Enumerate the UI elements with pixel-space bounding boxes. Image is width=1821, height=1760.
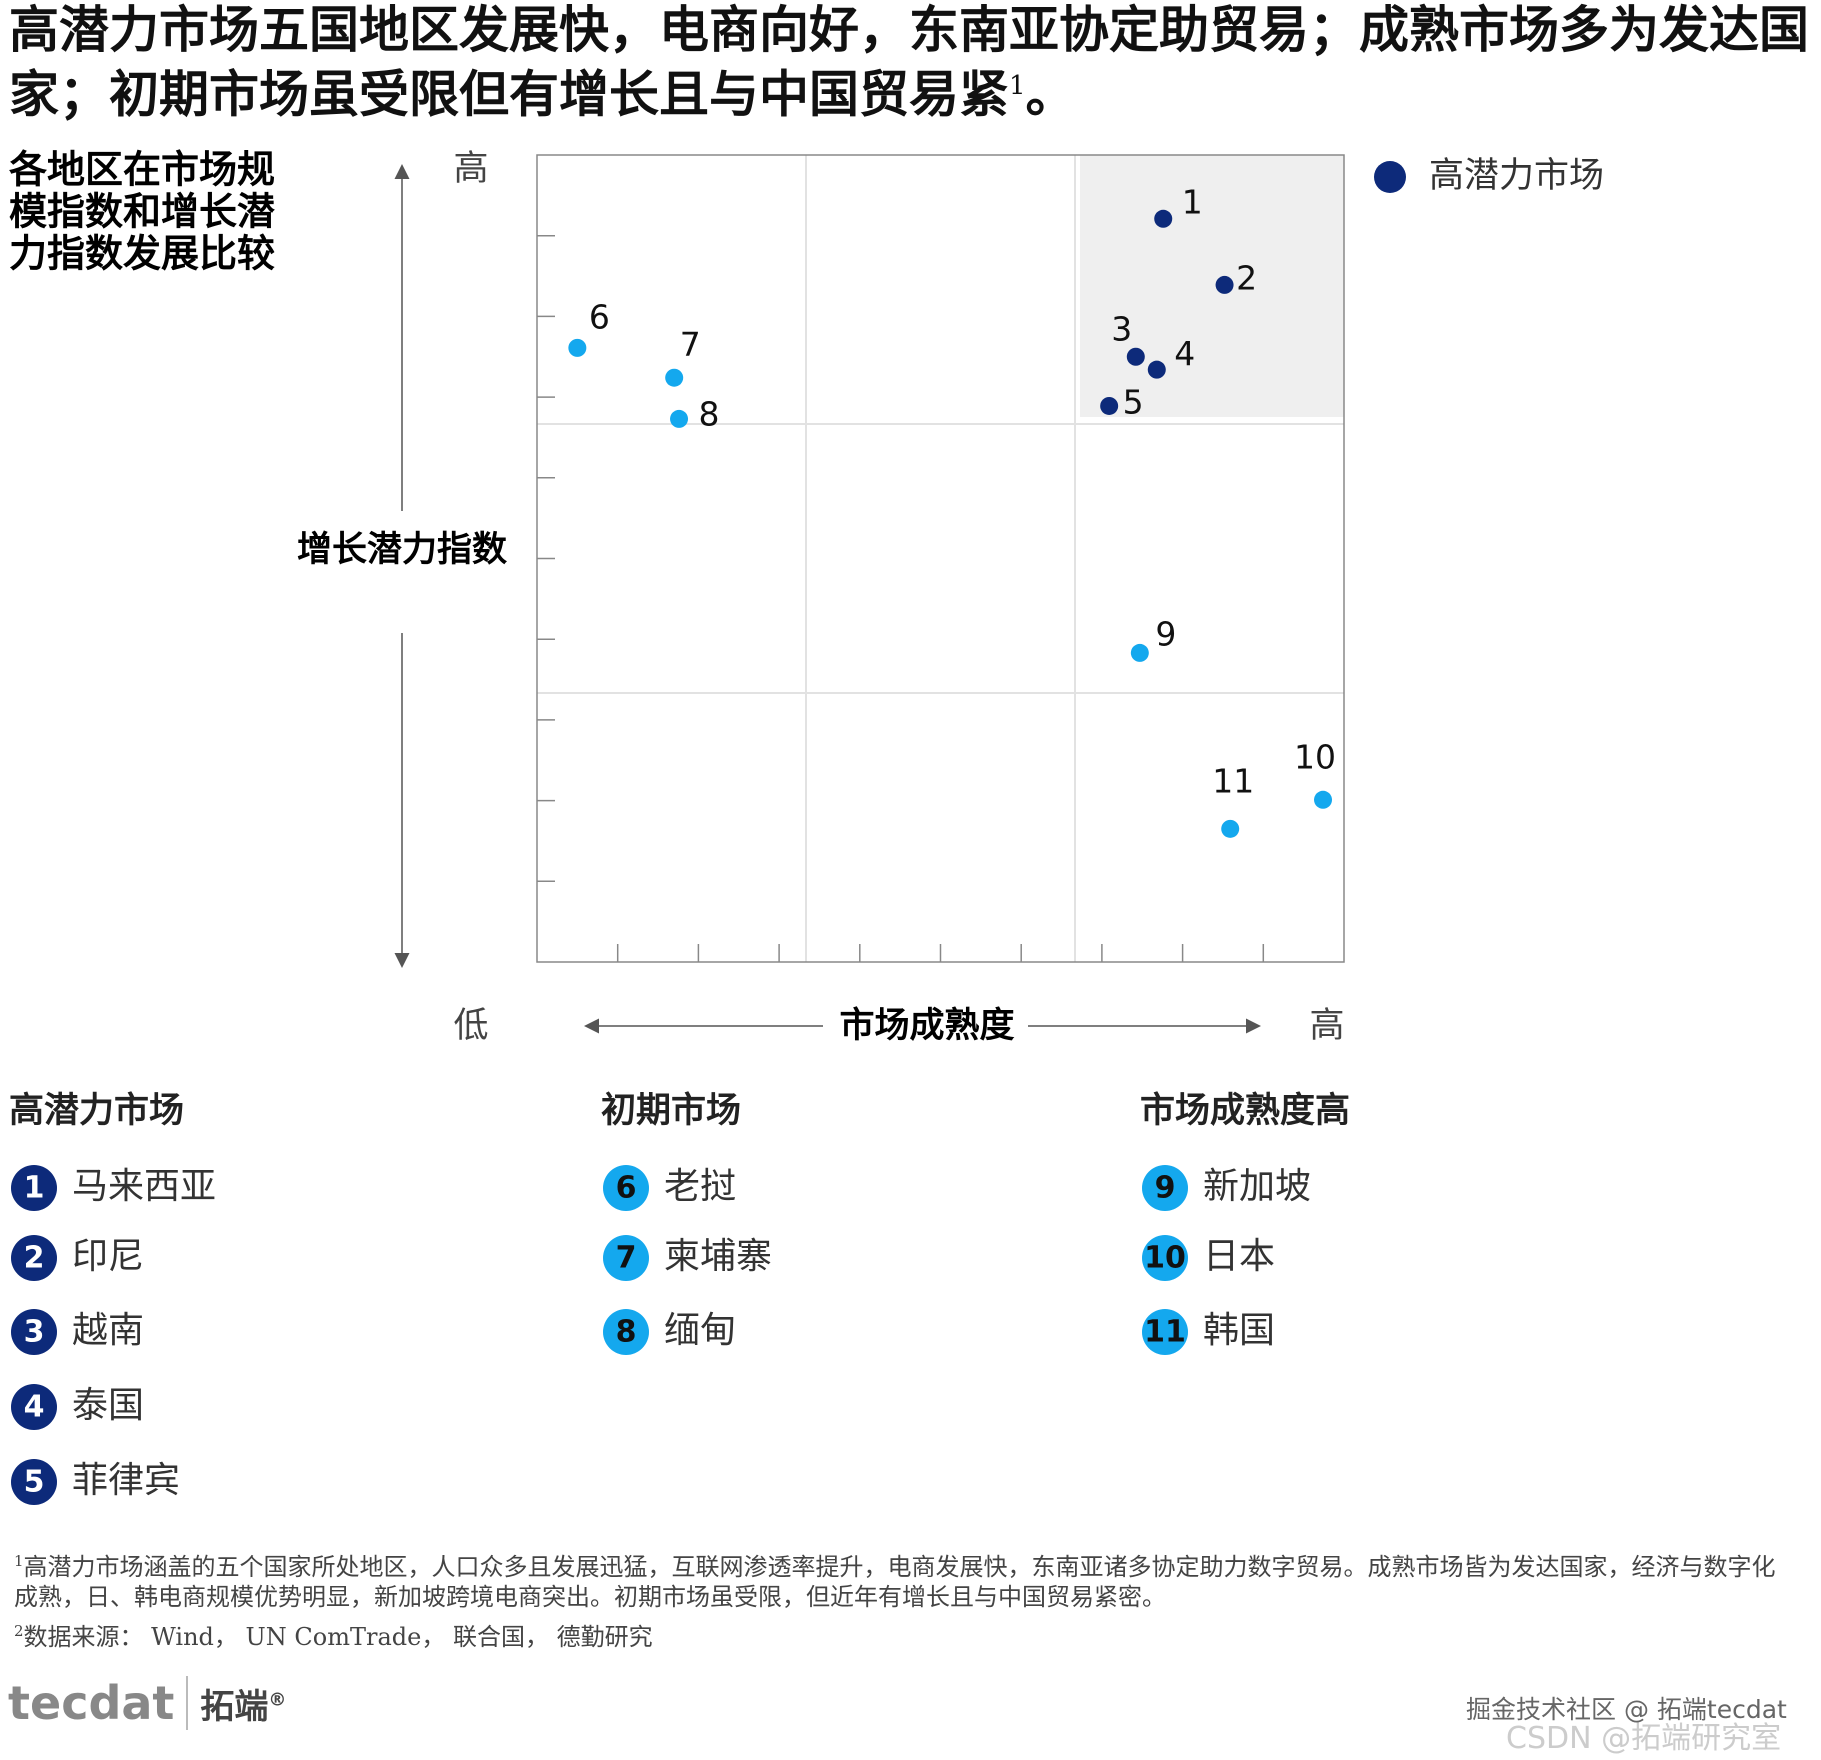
group-badge (603, 1235, 649, 1281)
point-label: 1 (1182, 182, 1203, 221)
group-item: 菲律宾 (72, 1460, 180, 1501)
point (568, 338, 587, 357)
logo-reg: ® (268, 1689, 287, 1711)
headline-end: 。 (1025, 64, 1076, 124)
point-label: 10 (1294, 737, 1336, 776)
point (1130, 643, 1149, 662)
group-badge (11, 1384, 57, 1430)
group-item: 印尼 (72, 1236, 144, 1277)
point-label: 4 (1174, 334, 1195, 373)
group-item: 柬埔寨 (664, 1236, 772, 1277)
logo-brand: tecdat (8, 1676, 189, 1730)
headline-text: 高潜力市场五国地区发展快，电商向好，东南亚协定助贸易；成熟市场多为发达国家；初期… (9, 0, 1809, 124)
group-badge (1142, 1309, 1188, 1355)
group-title: 高潜力市场 (9, 1091, 184, 1131)
point (1221, 819, 1240, 838)
group-item: 韩国 (1203, 1310, 1275, 1351)
group-item: 马来西亚 (72, 1166, 216, 1207)
group-badge (603, 1309, 649, 1355)
chart-subtitle: 力指数发展比较 (9, 232, 275, 276)
watermark: 掘金技术社区 @ 拓端tecdat (1466, 1695, 1787, 1724)
group-title: 市场成熟度高 (1140, 1091, 1350, 1131)
footnote-mark: 1 (14, 1552, 24, 1570)
point (1147, 360, 1166, 379)
point (1100, 396, 1119, 415)
group-item: 日本 (1203, 1236, 1275, 1277)
highlight-zone (1080, 155, 1344, 417)
group-title: 初期市场 (601, 1091, 741, 1131)
headline: 高潜力市场五国地区发展快，电商向好，东南亚协定助贸易；成熟市场多为发达国家；初期… (9, 2, 1809, 123)
group-item: 缅甸 (664, 1310, 736, 1351)
headline-sup: 1 (1009, 71, 1026, 101)
point (1314, 790, 1333, 809)
group-number: 2 (24, 1241, 45, 1276)
group-number: 11 (1144, 1315, 1186, 1350)
group-number: 5 (24, 1465, 45, 1500)
watermark: CSDN @拓端研究室 (1506, 1721, 1782, 1756)
point (1126, 347, 1145, 366)
group-badge (1142, 1165, 1188, 1211)
group-number: 1 (24, 1171, 45, 1206)
point-label: 3 (1111, 309, 1132, 348)
logo-name-wrap: 拓端® (200, 1679, 286, 1728)
group-item: 泰国 (72, 1385, 144, 1426)
group-item: 新加坡 (1203, 1166, 1311, 1207)
point-label: 6 (589, 297, 610, 336)
group-item: 老挝 (664, 1166, 736, 1207)
legend-marker (1374, 161, 1406, 193)
group-item: 越南 (72, 1310, 144, 1351)
group-number: 6 (616, 1171, 637, 1206)
y-high-label: 高 (453, 149, 488, 189)
group-number: 10 (1144, 1241, 1186, 1276)
chart-subtitle: 模指数和增长潜 (9, 190, 275, 234)
footnote: 2数据来源： Wind， UN ComTrade， 联合国， 德勤研究 (14, 1616, 1794, 1652)
logo: tecdat 拓端® (8, 1668, 286, 1738)
group-number: 9 (1155, 1171, 1176, 1206)
point-label: 5 (1123, 382, 1144, 421)
legend-label: 高潜力市场 (1429, 156, 1604, 196)
point-label: 2 (1236, 258, 1257, 297)
group-number: 3 (24, 1315, 45, 1350)
group-number: 8 (616, 1315, 637, 1350)
low-label: 低 (453, 1006, 488, 1046)
point (670, 409, 689, 428)
footnote: 1高潜力市场涵盖的五个国家所处地区，人口众多且发展迅猛，互联网渗透率提升，电商发… (14, 1546, 1794, 1612)
group-badge (11, 1235, 57, 1281)
y-axis-label: 增长潜力指数 (297, 530, 507, 570)
point-label: 11 (1212, 761, 1254, 800)
group-badge (11, 1459, 57, 1505)
point (1154, 209, 1173, 228)
point-label: 8 (699, 394, 720, 433)
chart-subtitle: 各地区在市场规 (9, 148, 275, 192)
footnote-text: 数据来源： Wind， UN ComTrade， 联合国， 德勤研究 (23, 1623, 653, 1651)
group-number: 7 (616, 1241, 637, 1276)
point-label: 9 (1155, 614, 1176, 653)
footnote-mark: 2 (14, 1622, 24, 1640)
group-badge (11, 1309, 57, 1355)
group-badge (1142, 1235, 1188, 1281)
group-badge (11, 1165, 57, 1211)
point (1215, 275, 1234, 294)
footnote-text: 高潜力市场涵盖的五个国家所处地区，人口众多且发展迅猛，互联网渗透率提升，电商发展… (14, 1553, 1776, 1611)
point (665, 368, 684, 387)
point-label: 7 (680, 325, 701, 364)
x-high-label: 高 (1309, 1006, 1344, 1046)
group-number: 4 (24, 1390, 45, 1425)
x-axis-label: 市场成熟度 (839, 1006, 1014, 1046)
group-badge (603, 1165, 649, 1211)
logo-name: 拓端 (200, 1686, 269, 1727)
